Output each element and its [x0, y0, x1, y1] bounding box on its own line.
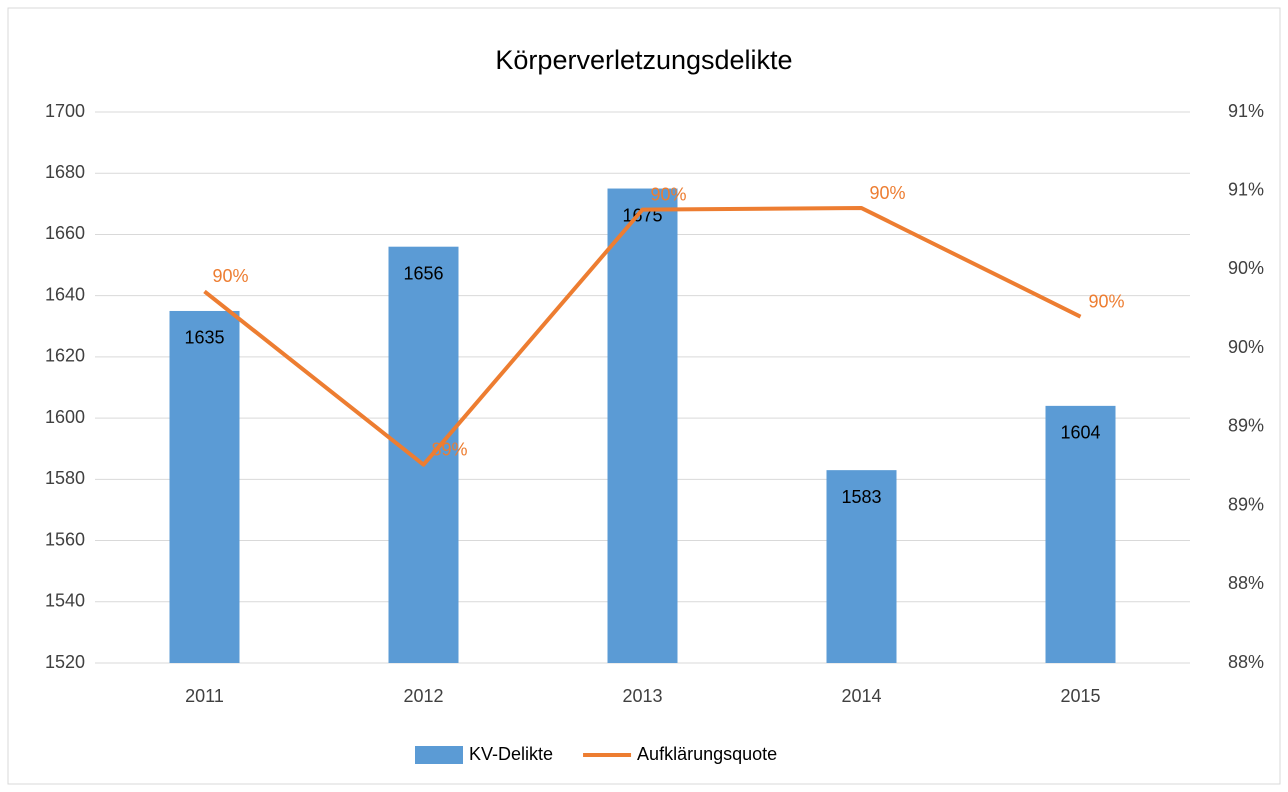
y2-tick-label: 90% [1228, 337, 1264, 357]
y-tick-label: 1600 [45, 407, 85, 427]
y2-tick-label: 91% [1228, 179, 1264, 199]
bar [1045, 405, 1116, 663]
y-tick-label: 1620 [45, 346, 85, 366]
y-tick-label: 1520 [45, 652, 85, 672]
bar [388, 246, 459, 663]
bar [607, 188, 678, 663]
y2-tick-label: 88% [1228, 652, 1264, 672]
bar-label: 1583 [841, 487, 881, 507]
y2-tick-label: 91% [1228, 101, 1264, 121]
bar [169, 310, 240, 663]
line [203, 206, 1082, 467]
y-tick-label: 1700 [45, 101, 85, 121]
y2-tick-label: 89% [1228, 494, 1264, 514]
y-tick-label: 1540 [45, 591, 85, 611]
bar-label: 1604 [1060, 423, 1100, 443]
line-label: 89% [432, 439, 468, 459]
x-tick-label: 2013 [622, 686, 662, 706]
y2-tick-label: 89% [1228, 416, 1264, 436]
y-tick-label: 1580 [45, 468, 85, 488]
legend-swatch [415, 746, 463, 764]
x-tick-label: 2012 [403, 686, 443, 706]
y-tick-label: 1680 [45, 162, 85, 182]
bar-label: 1635 [184, 328, 224, 348]
x-tick-label: 2014 [841, 686, 881, 706]
chart-title: Körperverletzungsdelikte [495, 45, 792, 75]
line-label: 90% [213, 266, 249, 286]
legend-label: Aufklärungsquote [637, 744, 777, 764]
legend-label: KV-Delikte [469, 744, 553, 764]
bar [826, 470, 897, 663]
line-label: 90% [1089, 291, 1125, 311]
bar-label: 1656 [403, 263, 443, 283]
line-label: 90% [651, 184, 687, 204]
y-tick-label: 1560 [45, 529, 85, 549]
y-tick-label: 1660 [45, 223, 85, 243]
x-tick-label: 2015 [1060, 686, 1100, 706]
line-label: 90% [870, 183, 906, 203]
y-tick-label: 1640 [45, 284, 85, 304]
y2-tick-label: 90% [1228, 258, 1264, 278]
y2-tick-label: 88% [1228, 573, 1264, 593]
x-tick-label: 2011 [185, 686, 224, 706]
